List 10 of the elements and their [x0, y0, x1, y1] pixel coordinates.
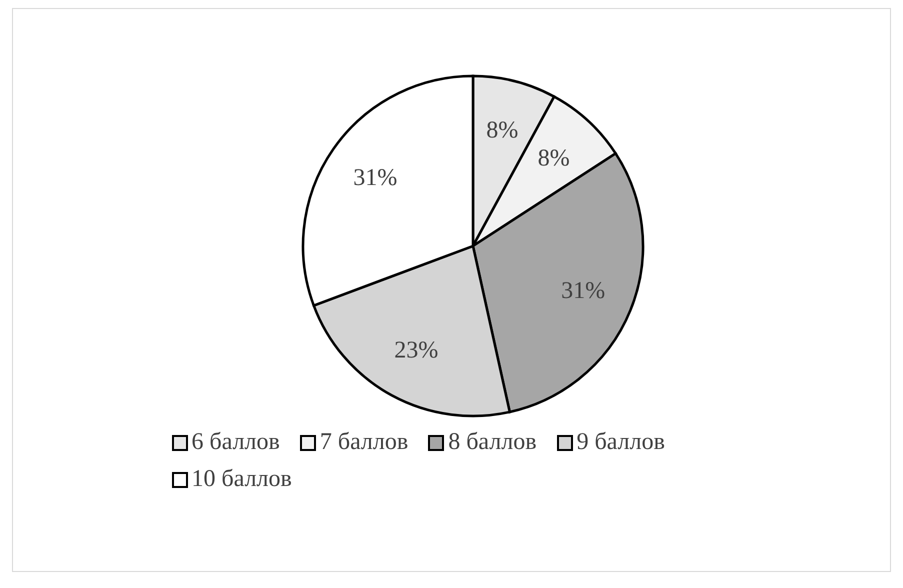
legend-label: 6 баллов: [192, 429, 280, 456]
legend-label: 8 баллов: [448, 429, 537, 456]
data-label: 8%: [486, 118, 518, 144]
data-label: 31%: [353, 165, 398, 192]
data-label: 8%: [538, 146, 570, 172]
legend-label: 9 баллов: [576, 429, 665, 456]
data-label: 23%: [394, 338, 438, 364]
data-label: 31%: [561, 278, 606, 304]
legend-label: 7 баллов: [320, 429, 408, 456]
legend-label: 10 баллов: [192, 466, 292, 493]
